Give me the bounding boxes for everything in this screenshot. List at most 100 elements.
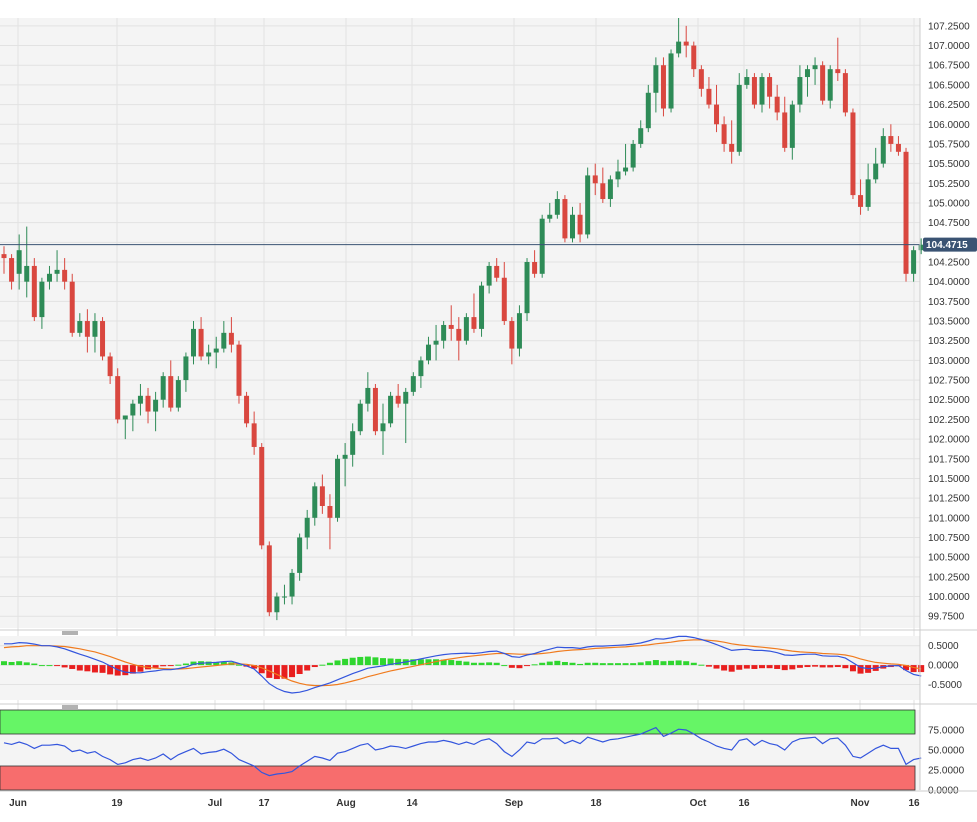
rsi-tick-label: 25.0000 [928, 766, 965, 777]
candle [69, 273, 75, 337]
candle-body [16, 250, 22, 274]
macd-histogram-bar [736, 665, 743, 670]
macd-histogram-bar [410, 659, 417, 666]
macd-histogram-bar [357, 656, 364, 666]
candle [888, 124, 894, 152]
x-tick-label: Sep [505, 798, 523, 809]
macd-histogram-bar [486, 662, 493, 666]
macd-histogram-bar [705, 665, 712, 667]
candle [577, 202, 583, 243]
candle [873, 147, 879, 184]
candle-body [1, 254, 7, 259]
candle-body [698, 69, 704, 89]
macd-histogram-bar [743, 665, 750, 669]
candle-body [145, 395, 151, 412]
macd-histogram-bar [1, 661, 7, 666]
x-tick-label: 14 [406, 798, 418, 809]
candle [729, 120, 735, 164]
candle [1, 246, 7, 274]
candle [357, 399, 363, 436]
candle [911, 246, 917, 282]
candle-body [168, 376, 174, 408]
macd-histogram-bar [599, 663, 606, 666]
price-tick-label: 106.7500 [928, 61, 970, 72]
axis-layer: 107.2500 107.0000 106.7500 106.5000 106.2500… [0, 18, 977, 809]
candle [395, 384, 401, 408]
candle-body [835, 69, 841, 74]
candle-body [736, 84, 742, 152]
candle [645, 84, 651, 133]
candle [198, 317, 204, 361]
candle-body [160, 376, 166, 400]
candle-body [236, 344, 242, 396]
macd-histogram-bar [448, 660, 455, 666]
macd-histogram-bar [584, 662, 591, 666]
candle [259, 443, 265, 550]
candle [107, 352, 113, 384]
candle [479, 281, 485, 337]
macd-histogram-bar [910, 665, 917, 673]
candle-body [107, 356, 113, 377]
candle-body [137, 395, 143, 404]
candle-body [456, 328, 462, 341]
candle-body [84, 321, 90, 337]
candle [403, 387, 409, 444]
candle [585, 167, 591, 239]
macd-histogram-bar [213, 661, 220, 666]
candle-body [516, 313, 522, 349]
candle-body [9, 258, 15, 282]
candle [532, 250, 538, 278]
candle-body [539, 218, 545, 274]
candle [251, 411, 257, 455]
candle-body [607, 179, 613, 200]
candle [372, 384, 378, 436]
candle-body [471, 317, 477, 329]
macd-histogram-bar [23, 662, 30, 666]
candle [524, 258, 530, 322]
candle [342, 443, 348, 487]
price-tick-label: 102.5000 [928, 395, 970, 406]
candle-body [638, 128, 644, 144]
rsi-line [3, 726, 922, 777]
macd-histogram-bar [516, 665, 523, 669]
candle [175, 376, 181, 412]
macd-histogram-bar [54, 665, 61, 667]
candle-body [888, 136, 894, 144]
candle-body [585, 175, 591, 235]
candle [820, 61, 826, 105]
candle-body [24, 265, 30, 282]
candle-body [895, 143, 901, 152]
macd-histogram-bar [251, 665, 258, 669]
macd-histogram-bar [425, 659, 432, 666]
macd-histogram-bar [637, 662, 644, 666]
macd-histogram-bar [84, 665, 91, 672]
macd-histogram-bar [531, 664, 538, 666]
candle [721, 116, 727, 152]
candle-body [403, 391, 409, 404]
candle-body [206, 352, 212, 357]
candle [145, 387, 151, 424]
macd-histogram-bar [728, 665, 735, 672]
macd-line [4, 635, 922, 694]
candle-body [410, 376, 416, 392]
candle-body [660, 65, 666, 109]
macd-tick-label: 0.0000 [928, 661, 959, 672]
price-tick-label: 101.7500 [928, 454, 970, 465]
macd-histogram-bar [607, 663, 614, 666]
candle-body [251, 423, 257, 447]
candle [304, 509, 310, 550]
price-tick-label: 104.0000 [928, 277, 970, 288]
candle [562, 195, 568, 243]
macd-histogram-bar [76, 665, 83, 671]
candle [865, 163, 871, 211]
candle-body [865, 179, 871, 207]
candle-body [327, 506, 333, 518]
candle-body [425, 344, 431, 361]
macd-histogram-bar [614, 663, 621, 666]
candle [365, 372, 371, 412]
macd-histogram-bar [903, 665, 910, 671]
x-tick-label: Oct [690, 798, 707, 809]
macd-histogram-bar [319, 664, 326, 666]
candle [850, 108, 856, 200]
candle-body [554, 199, 560, 215]
